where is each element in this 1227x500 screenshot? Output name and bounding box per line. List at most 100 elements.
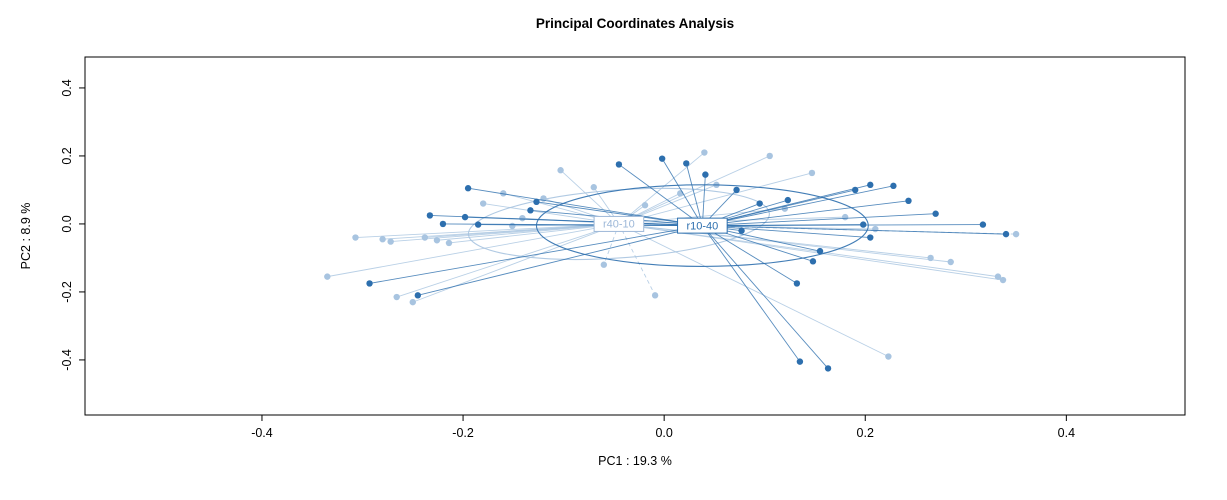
data-point — [808, 169, 816, 177]
data-point — [509, 222, 516, 230]
data-point — [426, 212, 434, 219]
spider-line — [702, 225, 801, 362]
centroid-label-r10-40: r10-40 — [686, 220, 718, 232]
x-axis-label: PC1 : 19.3 % — [598, 454, 672, 468]
data-point — [885, 353, 892, 360]
data-point — [433, 237, 441, 244]
data-point — [474, 221, 482, 228]
spider-line — [701, 174, 706, 226]
x-tick-label: 0.4 — [1058, 426, 1075, 440]
data-point — [766, 152, 773, 160]
data-point — [733, 186, 740, 194]
spider-line — [327, 223, 619, 278]
data-point — [683, 160, 690, 167]
spider-line — [468, 187, 703, 227]
spider-line — [412, 223, 620, 303]
spider-line — [618, 155, 770, 225]
spider-line — [661, 158, 703, 226]
y-tick-label: -0.2 — [60, 281, 74, 303]
data-point — [615, 161, 623, 168]
spider-line — [702, 224, 864, 227]
data-point — [600, 261, 608, 268]
data-point — [793, 280, 801, 287]
data-point — [947, 258, 954, 266]
data-point — [590, 184, 597, 191]
data-point — [872, 225, 879, 233]
spider-line — [465, 216, 703, 227]
x-tick-label: 0.2 — [857, 426, 874, 440]
data-point — [393, 293, 400, 301]
data-point — [994, 273, 1002, 280]
centroid-label-box-r10-40 — [677, 217, 728, 234]
x-tick-label: 0.0 — [655, 426, 672, 440]
data-point — [1012, 230, 1020, 238]
data-point — [409, 298, 416, 306]
spider-line — [702, 225, 1007, 235]
data-point — [366, 280, 373, 287]
spider-line — [685, 163, 703, 226]
spider-line — [702, 225, 829, 369]
data-point — [387, 238, 394, 245]
data-point — [702, 171, 709, 178]
group-ellipse-r10-40 — [535, 184, 869, 267]
spider-line — [702, 225, 871, 238]
spider-line — [618, 208, 785, 225]
data-point — [421, 234, 429, 241]
spider-line — [369, 225, 703, 284]
spider-line — [355, 223, 619, 238]
spider-line — [424, 223, 619, 238]
data-point — [439, 220, 447, 228]
x-tick-label: -0.4 — [251, 426, 273, 440]
spider-line — [702, 213, 936, 227]
data-point — [809, 258, 817, 265]
data-point — [756, 200, 763, 207]
data-point — [651, 292, 659, 299]
spider-line — [618, 223, 656, 296]
data-point — [867, 181, 874, 189]
data-point — [824, 365, 832, 372]
data-point — [905, 197, 912, 205]
spider-line — [702, 225, 798, 284]
data-point — [701, 149, 708, 156]
spider-line — [618, 216, 846, 225]
centroid-label-box-r40-10 — [593, 215, 645, 232]
data-point — [841, 213, 849, 221]
data-point — [379, 236, 386, 243]
data-point — [738, 227, 745, 234]
data-point — [796, 358, 804, 365]
data-point — [867, 234, 874, 241]
data-point — [479, 200, 487, 207]
spider-line — [478, 224, 703, 227]
spider-line — [618, 152, 705, 225]
data-point — [932, 210, 939, 217]
spider-line — [536, 201, 703, 227]
data-point — [641, 202, 649, 209]
spider-line — [560, 169, 620, 225]
x-tick-label: -0.2 — [452, 426, 474, 440]
spider-line — [436, 223, 619, 241]
spider-line — [618, 223, 889, 357]
y-tick-label: 0.2 — [60, 147, 74, 164]
data-point — [860, 221, 867, 228]
data-point — [816, 247, 824, 255]
data-point — [414, 292, 422, 299]
data-point — [464, 185, 472, 192]
spider-line — [448, 223, 619, 244]
y-axis-label: PC2 : 8.9 % — [19, 203, 33, 270]
data-point — [852, 186, 859, 194]
chart-title: Principal Coordinates Analysis — [535, 16, 735, 31]
data-point — [979, 221, 987, 228]
data-point — [461, 213, 469, 221]
y-tick-label: 0.4 — [60, 79, 74, 96]
data-point — [927, 254, 934, 262]
data-point — [527, 207, 534, 214]
y-tick-label: 0.0 — [60, 215, 74, 232]
data-point — [445, 239, 453, 247]
spider-line — [618, 172, 813, 225]
data-point — [519, 214, 526, 222]
data-point — [500, 190, 507, 197]
data-point — [784, 196, 792, 204]
data-point — [533, 198, 540, 206]
